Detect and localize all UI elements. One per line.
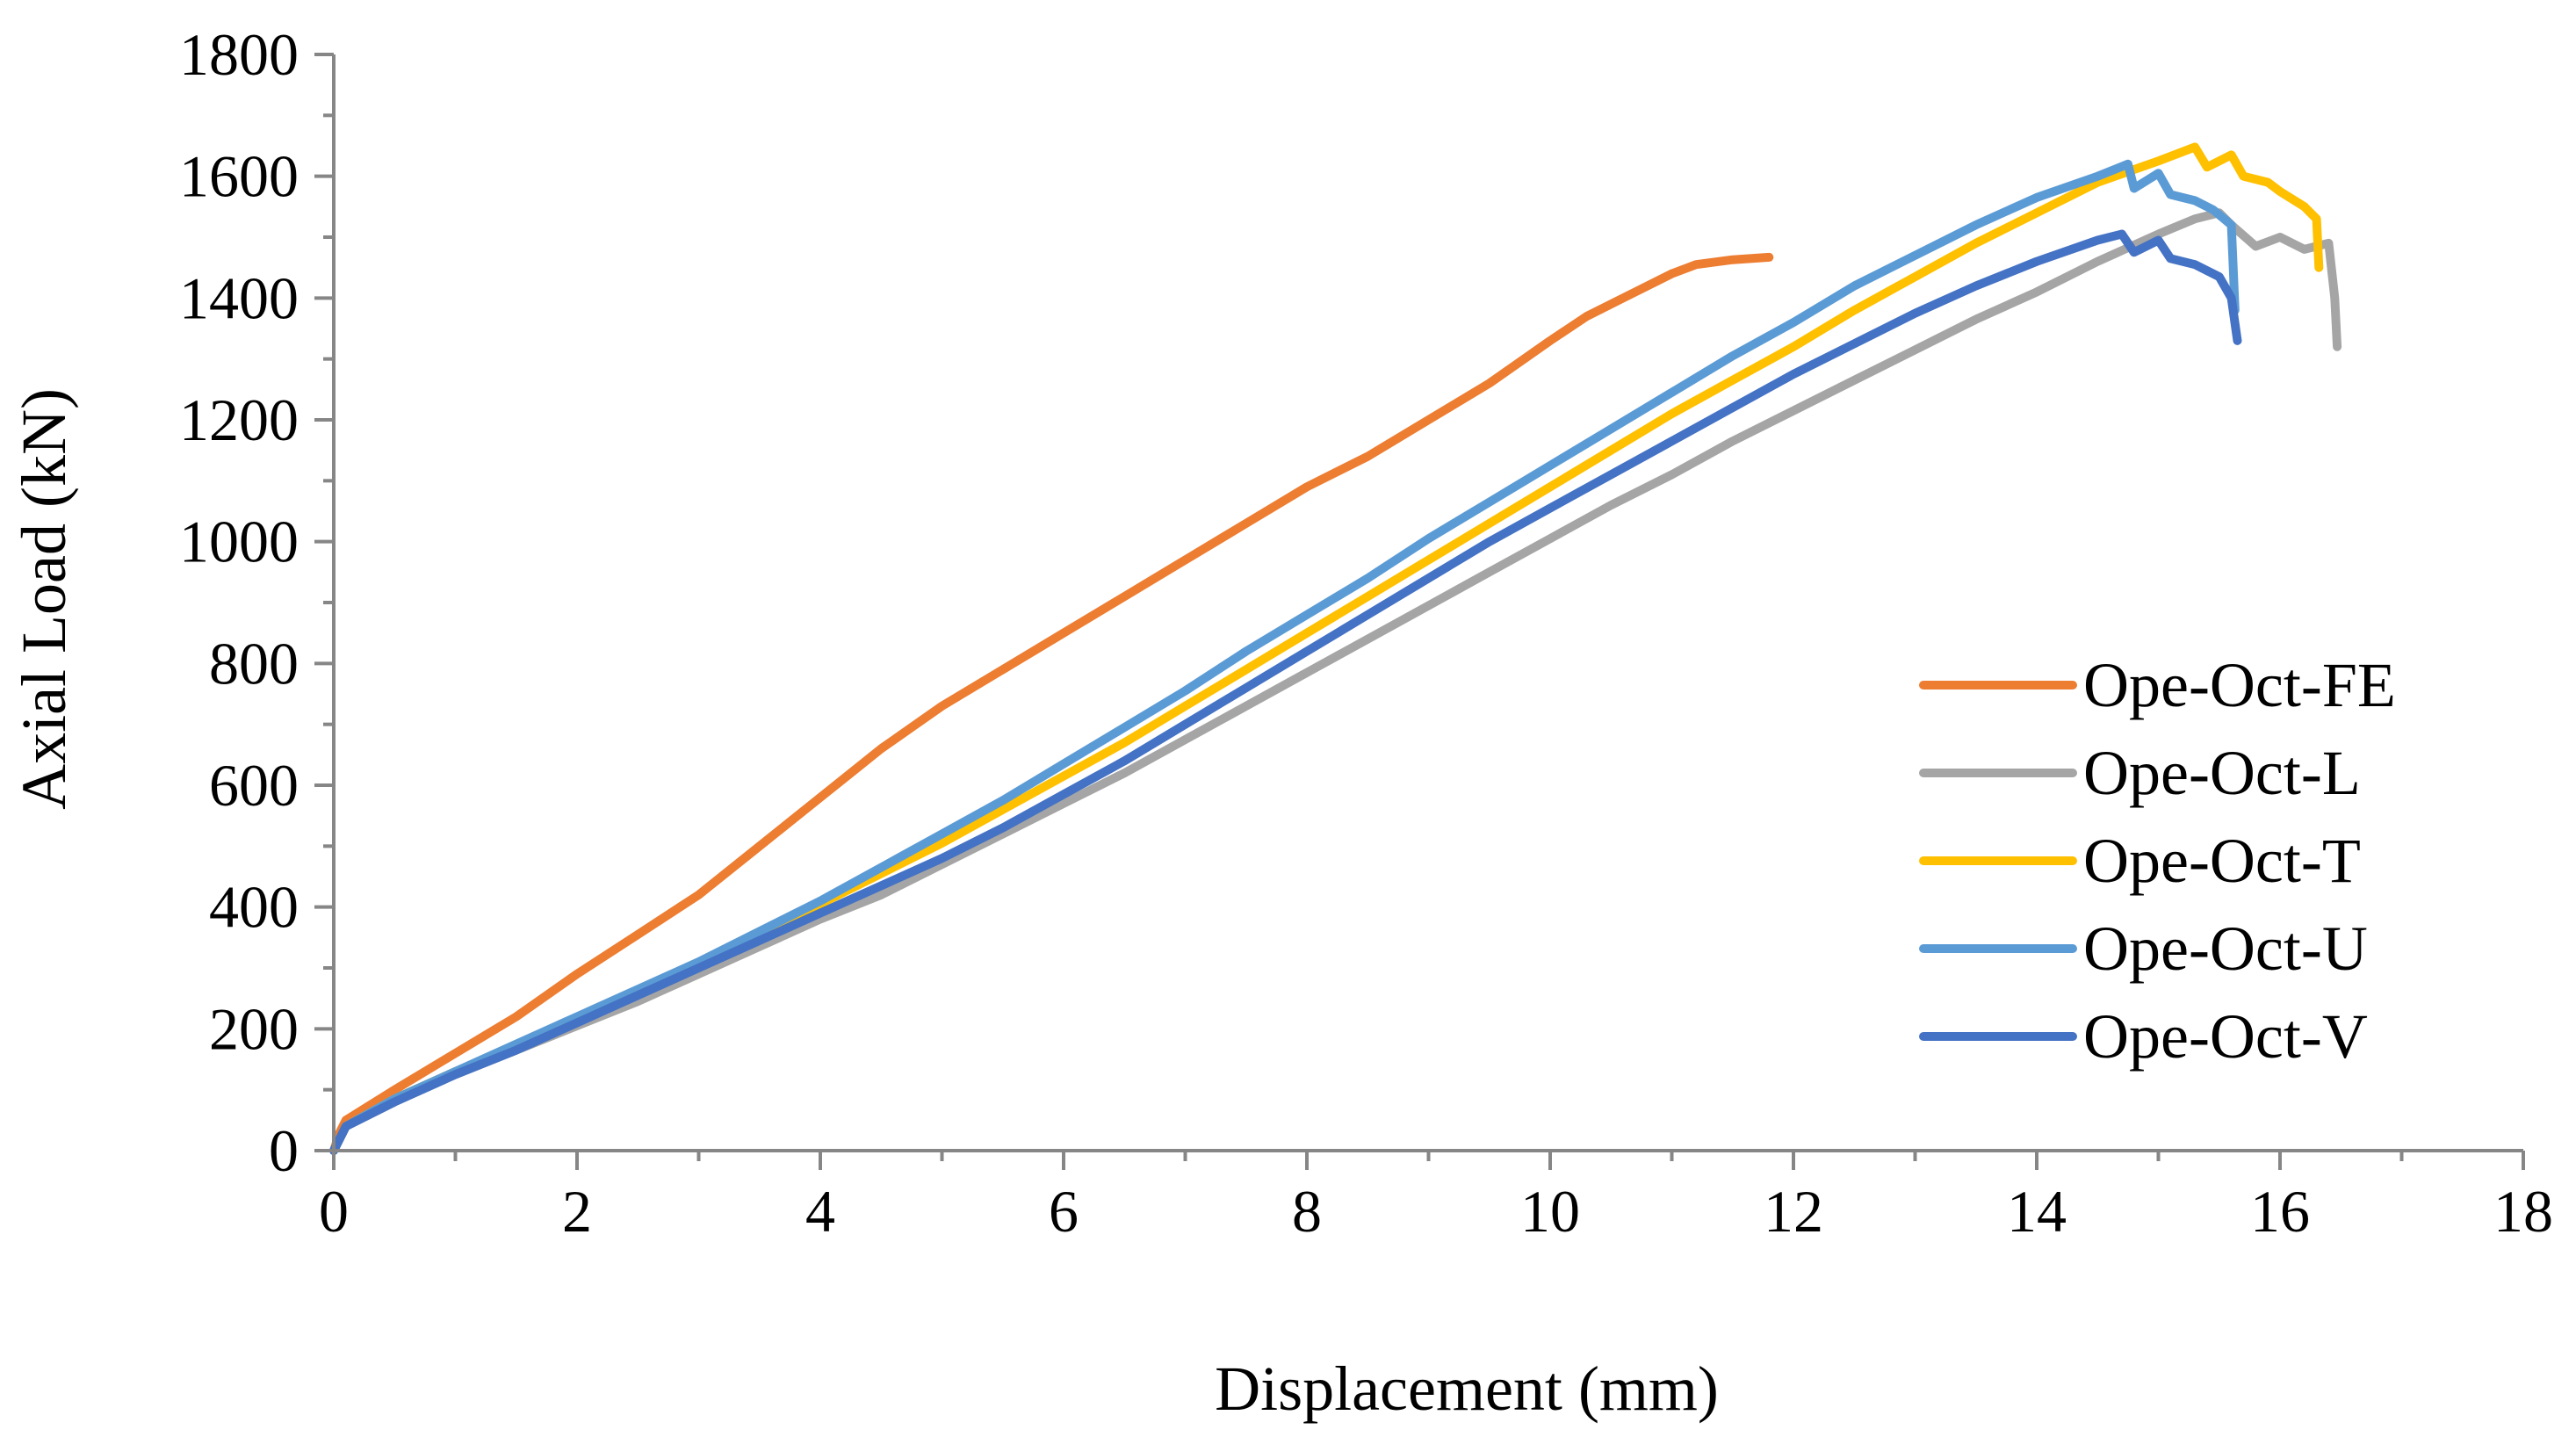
legend-label-ope-oct-u: Ope-Oct-U <box>2083 913 2368 984</box>
y-tick-label: 1600 <box>179 143 299 210</box>
y-tick-label: 0 <box>269 1117 299 1184</box>
legend-label-ope-oct-l: Ope-Oct-L <box>2083 738 2361 808</box>
y-tick-label: 200 <box>209 995 299 1062</box>
series-line-ope-oct-v <box>329 229 2242 1155</box>
x-tick-label: 8 <box>1292 1178 1322 1245</box>
x-tick-label: 0 <box>319 1178 349 1245</box>
x-tick-label: 6 <box>1049 1178 1079 1245</box>
y-axis-ticks: 0 200 400 600 800 1000 1200 1400 1600 1800 <box>179 21 334 1184</box>
x-tick-label: 4 <box>805 1178 835 1245</box>
x-tick-label: 10 <box>1520 1178 1580 1245</box>
legend: Ope-Oct-FE Ope-Oct-L Ope-Oct-T Ope-Oct-U Ope… <box>1919 650 2396 1072</box>
legend-label-ope-oct-fe: Ope-Oct-FE <box>2083 650 2396 720</box>
y-tick-label: 400 <box>209 874 299 941</box>
series-line-ope-oct-fe <box>329 252 1774 1155</box>
x-tick-label: 18 <box>2493 1178 2553 1245</box>
x-axis-title: Displacement (mm) <box>1215 1354 1719 1424</box>
x-tick-label: 12 <box>1764 1178 1823 1245</box>
y-tick-label: 1000 <box>179 509 299 575</box>
series-line-ope-oct-u <box>329 159 2240 1155</box>
x-tick-label: 14 <box>2007 1178 2067 1245</box>
legend-label-ope-oct-v: Ope-Oct-V <box>2083 1001 2368 1072</box>
x-tick-label: 16 <box>2250 1178 2310 1245</box>
y-tick-label: 800 <box>209 630 299 697</box>
series-group <box>329 142 2342 1155</box>
x-tick-label: 2 <box>562 1178 592 1245</box>
x-axis-ticks: 0 2 4 6 8 10 12 14 16 18 <box>319 1151 2553 1245</box>
y-tick-label: 1200 <box>179 386 299 453</box>
y-tick-label: 1400 <box>179 264 299 331</box>
legend-label-ope-oct-t: Ope-Oct-T <box>2083 826 2361 896</box>
y-tick-label: 1800 <box>179 21 299 88</box>
y-axis-title: Axial Load (kN) <box>9 388 79 810</box>
y-tick-label: 600 <box>209 752 299 819</box>
